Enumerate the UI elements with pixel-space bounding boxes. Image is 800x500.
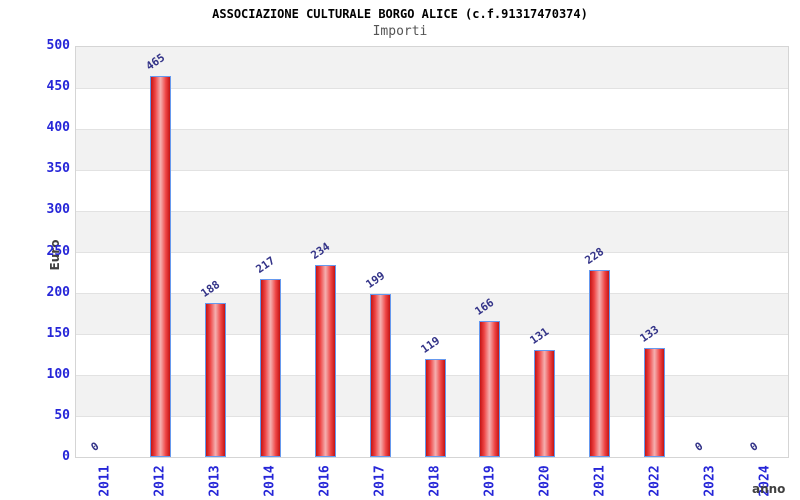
bar [369, 294, 391, 457]
gridline [76, 211, 788, 212]
bar [149, 76, 171, 457]
plot-band [76, 47, 788, 88]
chart-title: ASSOCIAZIONE CULTURALE BORGO ALICE (c.f.… [212, 7, 588, 21]
plot-band [76, 129, 788, 170]
gridline [76, 334, 788, 335]
y-tick-label: 200 [46, 284, 70, 300]
plot-band [76, 211, 788, 252]
bar [259, 279, 281, 457]
bar [204, 303, 226, 457]
y-tick-label: 100 [46, 366, 70, 382]
plot-band [76, 293, 788, 334]
plot-band [76, 88, 788, 129]
x-tick-label: 2022 [647, 465, 663, 497]
y-tick-label: 50 [54, 407, 70, 423]
y-tick-label: 400 [46, 120, 70, 136]
bar [644, 348, 666, 457]
plot-band [76, 252, 788, 293]
bar [424, 359, 446, 457]
x-tick-label: 2014 [262, 465, 278, 497]
x-tick-label: 2020 [537, 465, 553, 497]
bar [534, 350, 556, 457]
plot-band [76, 170, 788, 211]
x-axis-title: anno [752, 482, 786, 496]
bar [589, 270, 611, 457]
y-tick-label: 300 [46, 202, 70, 218]
gridline [76, 293, 788, 294]
x-tick-label: 2019 [482, 465, 498, 497]
chart-subtitle: Importi [372, 24, 428, 39]
x-tick-label: 2018 [427, 465, 443, 497]
x-tick-label: 2016 [317, 465, 333, 497]
x-tick-label: 2023 [702, 465, 718, 497]
y-tick-label: 250 [46, 243, 70, 259]
y-tick-label: 0 [62, 449, 70, 464]
x-tick-label: 2011 [97, 465, 113, 497]
x-tick-label: 2017 [372, 465, 388, 497]
plot-area: 0 465 188 217 234 199 119 166 131 228 133 0 0 [75, 46, 789, 458]
gridline [76, 129, 788, 130]
y-tick-label: 500 [46, 38, 70, 53]
x-tick-label: 2013 [207, 465, 223, 497]
bar [314, 265, 336, 457]
y-tick-label: 150 [46, 325, 70, 341]
y-tick-label: 450 [46, 79, 70, 95]
bar [479, 321, 501, 457]
y-tick-label: 350 [46, 161, 70, 177]
x-tick-label: 2021 [592, 465, 608, 497]
gridline [76, 252, 788, 253]
x-tick-label: 2012 [152, 465, 168, 497]
gridline [76, 170, 788, 171]
gridline [76, 88, 788, 89]
